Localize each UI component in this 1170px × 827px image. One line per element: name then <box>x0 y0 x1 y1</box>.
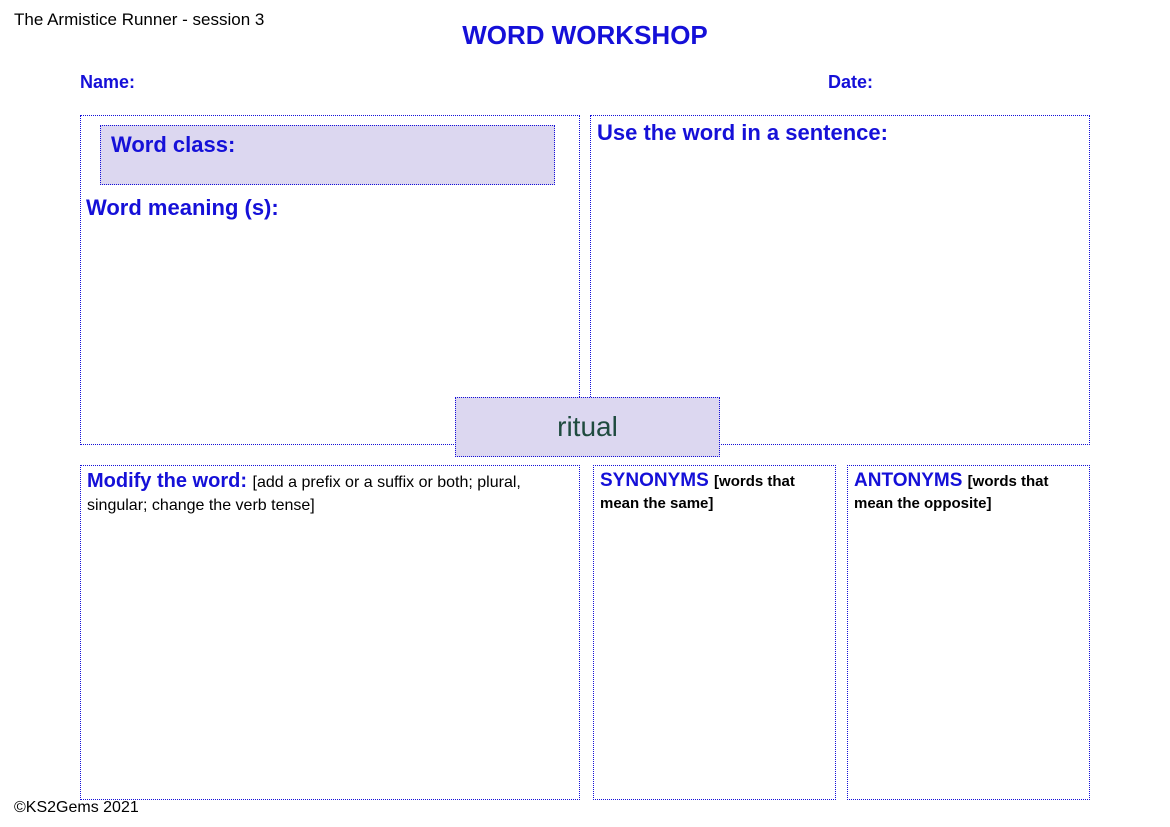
word-meaning-label: Word meaning (s): <box>86 195 279 221</box>
sentence-box <box>590 115 1090 445</box>
word-class-panel: Word class: <box>100 125 555 185</box>
modify-label: Modify the word: [add a prefix or a suff… <box>87 470 567 516</box>
word-class-label: Word class: <box>111 132 235 157</box>
name-label: Name: <box>80 72 135 93</box>
synonyms-label: SYNONYMS [words that mean the same] <box>600 470 830 514</box>
center-word: ritual <box>557 411 618 443</box>
synonyms-box <box>593 465 836 800</box>
center-word-box: ritual <box>455 397 720 457</box>
synonyms-heading: SYNONYMS <box>600 470 714 491</box>
page-title: WORD WORKSHOP <box>0 20 1170 51</box>
antonyms-box <box>847 465 1090 800</box>
modify-heading: Modify the word: <box>87 470 253 492</box>
antonyms-label: ANTONYMS [words that mean the opposite] <box>854 470 1084 514</box>
antonyms-heading: ANTONYMS <box>854 470 968 491</box>
footer-copyright: ©KS2Gems 2021 <box>14 799 139 817</box>
use-sentence-label: Use the word in a sentence: <box>597 120 888 146</box>
date-label: Date: <box>828 72 873 93</box>
